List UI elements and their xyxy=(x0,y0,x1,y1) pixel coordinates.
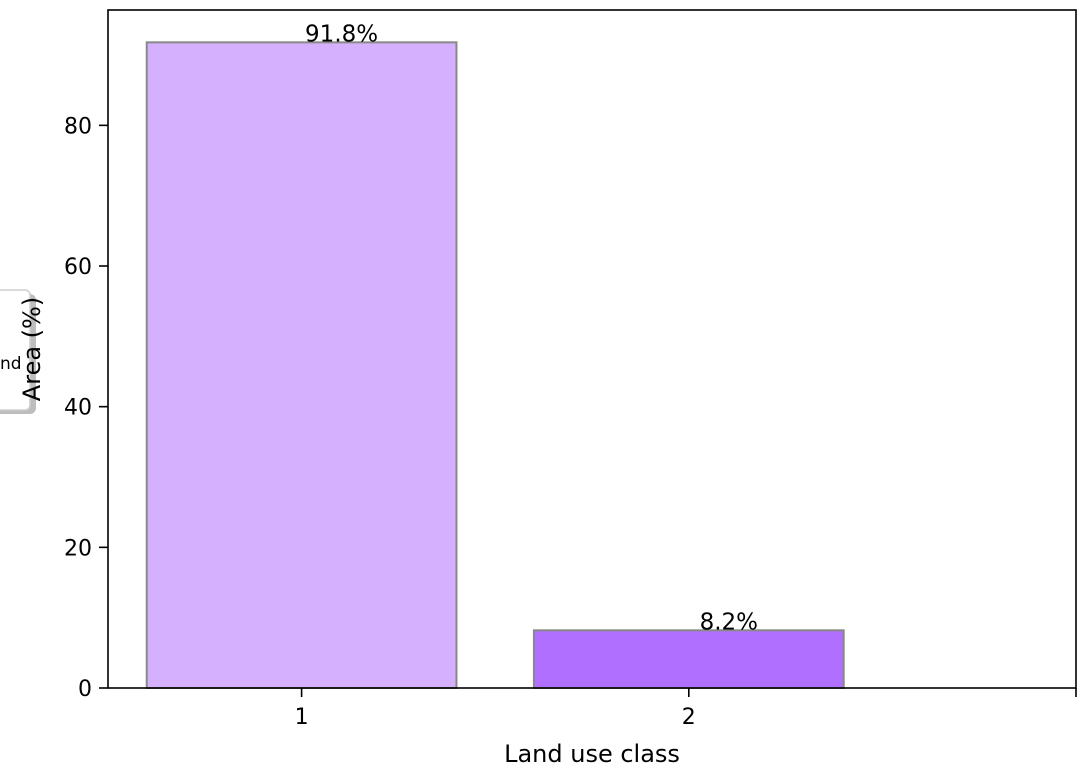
legend-box xyxy=(0,289,31,411)
data-label-1: 91.8% xyxy=(305,21,378,47)
y-axis-ticks: 0 20 40 60 80 xyxy=(64,114,108,702)
y-tick-label-20: 20 xyxy=(64,536,92,561)
legend-entry-label: nd xyxy=(0,354,22,374)
bar-2 xyxy=(532,629,845,690)
x-axis-label: Land use class xyxy=(504,740,680,768)
y-tick-label-60: 60 xyxy=(64,255,92,280)
y-tick-label-80: 80 xyxy=(64,114,92,139)
bars-group xyxy=(145,41,845,690)
y-axis-label: Area (%) xyxy=(18,297,46,401)
plot-frame xyxy=(107,9,1077,689)
x-tick-label-1: 1 xyxy=(295,705,309,730)
y-tick-label-0: 0 xyxy=(78,677,92,702)
bar-1 xyxy=(145,41,458,689)
data-label-2: 8.2% xyxy=(700,609,758,635)
y-tick-label-40: 40 xyxy=(64,396,92,421)
x-tick-label-2: 2 xyxy=(682,705,696,730)
data-labels-group: 91.8% 8.2% xyxy=(305,21,758,635)
legend: nd xyxy=(0,289,36,414)
